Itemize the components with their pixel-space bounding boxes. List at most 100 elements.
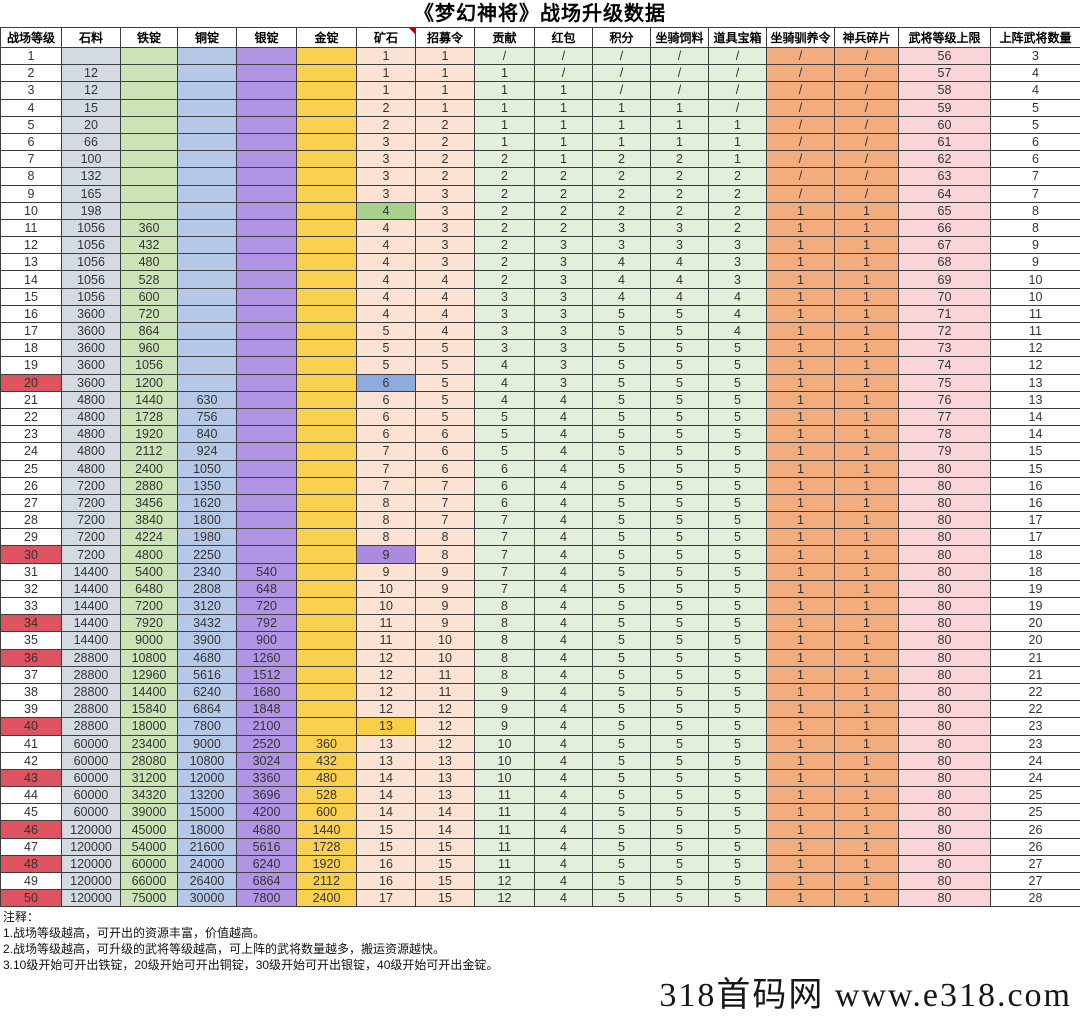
cell-taming-order: 1	[766, 682, 835, 702]
cell-general-level-cap: 79	[898, 442, 991, 461]
cell-taming-order: /	[766, 64, 835, 83]
cell-gold	[296, 390, 357, 409]
column-header-gold: 金锭	[296, 27, 357, 48]
cell-copper: 6240	[177, 682, 237, 702]
cell-item-chest: /	[708, 81, 767, 100]
table-row-level-6: 6 66 3 2 1 1 1 1 1//61 6	[0, 132, 1080, 152]
cell-copper	[177, 201, 237, 220]
cell-item-chest: 5	[708, 751, 767, 770]
cell-weapon-shard: 1	[834, 253, 899, 272]
cell-copper: 18000	[177, 820, 237, 839]
cell-mount-feed: 5	[650, 648, 709, 667]
cell-recruit: 15	[415, 889, 475, 908]
cell-silver: 2520	[236, 734, 297, 753]
cell-points: 5	[592, 356, 651, 375]
cell-ore: 2	[356, 98, 416, 117]
cell-iron: 9000	[120, 631, 178, 650]
cell-contribution: 7	[474, 562, 535, 581]
cell-level: 14	[0, 270, 62, 289]
cell-iron: 4800	[120, 545, 178, 564]
cell-deployed-general-count: 21	[990, 648, 1080, 667]
cell-level: 15	[0, 287, 62, 306]
cell-item-chest: 5	[708, 390, 767, 409]
cell-iron: 1056	[120, 356, 178, 375]
cell-red-packet: 4	[534, 786, 593, 805]
cell-silver	[236, 459, 297, 478]
cell-level: 45	[0, 803, 62, 822]
cell-taming-order: /	[766, 46, 835, 66]
cell-points: 5	[592, 837, 651, 856]
cell-item-chest: 5	[708, 717, 767, 736]
cell-copper: 630	[177, 390, 237, 409]
cell-red-packet: 1	[534, 132, 593, 152]
cell-deployed-general-count: 27	[990, 854, 1080, 874]
cell-item-chest: 5	[708, 700, 767, 719]
cell-general-level-cap: 80	[898, 820, 991, 839]
cell-level: 43	[0, 768, 62, 788]
cell-deployed-general-count: 20	[990, 614, 1080, 633]
cell-points: /	[592, 81, 651, 100]
table-row-level-39: 39 28800 15840 6864 1848 12 12 9 4 5 5 5 1 1 80 22	[0, 700, 1080, 719]
cell-mount-feed: 5	[650, 786, 709, 805]
cell-recruit: 11	[415, 665, 475, 684]
cell-ore: 17	[356, 889, 416, 908]
cell-weapon-shard: 1	[834, 321, 899, 341]
cell-contribution: 2	[474, 236, 535, 255]
cell-recruit: 2	[415, 150, 475, 169]
cell-mount-feed: 4	[650, 287, 709, 306]
cell-ore: 11	[356, 631, 416, 650]
cell-ore: 13	[356, 717, 416, 736]
cell-copper: 6864	[177, 700, 237, 719]
cell-weapon-shard: /	[834, 115, 899, 134]
cell-recruit: 4	[415, 321, 475, 341]
cell-general-level-cap: 57	[898, 64, 991, 83]
cell-contribution: /	[474, 46, 535, 66]
cell-taming-order: 1	[766, 631, 835, 650]
cell-red-packet: 3	[534, 253, 593, 272]
cell-gold	[296, 167, 357, 186]
table-row-level-17: 17 3600 864 5 4 3 3 5 5 4 1 1 72 11	[0, 321, 1080, 341]
cell-gold	[296, 614, 357, 633]
cell-iron: 864	[120, 321, 178, 341]
cell-points: 5	[592, 614, 651, 633]
cell-mount-feed: 5	[650, 459, 709, 478]
cell-taming-order: /	[766, 115, 835, 134]
cell-mount-feed: 4	[650, 253, 709, 272]
cell-deployed-general-count: 4	[990, 81, 1080, 100]
cell-iron: 45000	[120, 820, 178, 839]
cell-weapon-shard: 1	[834, 871, 899, 891]
cell-item-chest: 5	[708, 562, 767, 581]
cell-weapon-shard: 1	[834, 717, 899, 736]
cell-level: 25	[0, 459, 62, 478]
cell-points: 5	[592, 820, 651, 839]
column-header-red-packet: 红包	[534, 27, 593, 48]
table-row-level-8: 8 132 3 2 2 2 2 2 2//63 7	[0, 167, 1080, 186]
cell-weapon-shard: 1	[834, 425, 899, 444]
cell-weapon-shard: 1	[834, 751, 899, 770]
cell-stone: 1056	[61, 218, 121, 238]
cell-taming-order: 1	[766, 476, 835, 495]
cell-contribution: 7	[474, 511, 535, 530]
cell-mount-feed: 5	[650, 596, 709, 616]
cell-level: 18	[0, 339, 62, 358]
cell-taming-order: 1	[766, 442, 835, 461]
cell-mount-feed: 5	[650, 425, 709, 444]
cell-mount-feed: /	[650, 64, 709, 83]
cell-mount-feed: 3	[650, 236, 709, 255]
cell-mount-feed: 5	[650, 442, 709, 461]
cell-deployed-general-count: 27	[990, 871, 1080, 891]
cell-iron: 1440	[120, 390, 178, 409]
cell-ore: 10	[356, 579, 416, 599]
cell-taming-order: 1	[766, 837, 835, 856]
cell-points: 5	[592, 854, 651, 874]
cell-contribution: 11	[474, 803, 535, 822]
cell-weapon-shard: /	[834, 167, 899, 186]
cell-gold	[296, 528, 357, 547]
cell-taming-order: 1	[766, 236, 835, 255]
cell-red-packet: 4	[534, 734, 593, 753]
cell-weapon-shard: 1	[834, 889, 899, 908]
cell-copper: 7800	[177, 717, 237, 736]
cell-weapon-shard: 1	[834, 236, 899, 255]
cell-general-level-cap: 80	[898, 700, 991, 719]
column-header-silver: 银锭	[236, 27, 297, 48]
